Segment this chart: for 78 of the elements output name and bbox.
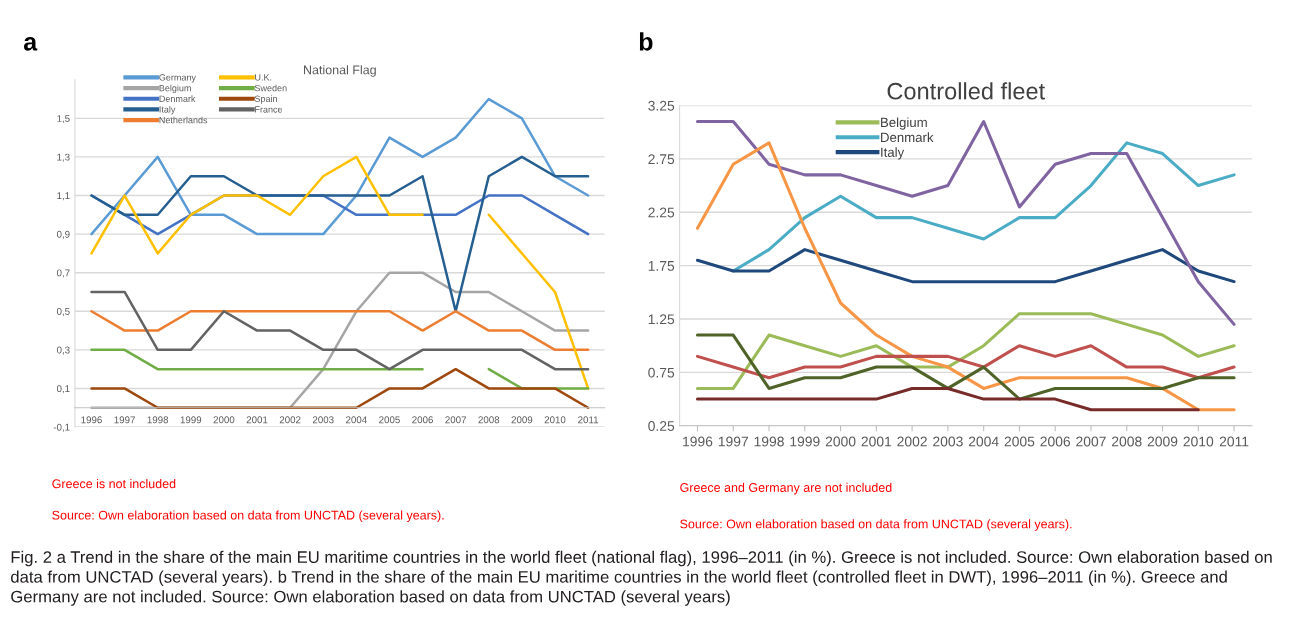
legend-label: Spain	[254, 95, 277, 104]
legend-label: U.K.	[255, 74, 272, 81]
line-series	[90, 97, 590, 236]
text: a	[23, 36, 38, 51]
legend-label: Netherlands	[159, 116, 208, 124]
x-tick-label: 2009	[511, 416, 533, 424]
text: Greece and Germany are not included	[680, 482, 892, 495]
y-tick-label: 1,5	[57, 115, 70, 124]
x-tick-label: 2005	[379, 416, 400, 424]
line-series	[695, 248, 1236, 284]
line-series	[695, 333, 1236, 401]
legend-label: Belgium	[881, 117, 927, 130]
y-tick-label: 3.25	[648, 100, 675, 111]
x-tick-label: 2006	[412, 416, 433, 424]
source-note: Source: Own elaboration based on data from UNCTAD (several years).	[680, 519, 1072, 531]
chart-title: National Flag	[304, 65, 376, 77]
y-tick-label: 0.25	[648, 421, 675, 431]
y-tick-label: 1,3	[57, 153, 70, 162]
x-tick-label: 1999	[790, 436, 820, 447]
line-series	[695, 312, 1236, 390]
y-tick-label: 0,9	[56, 230, 70, 239]
legend-label: Italy	[159, 106, 176, 115]
x-tick-label: 2010	[544, 416, 566, 424]
legend-label: Belgium	[159, 84, 191, 94]
legend-label: Italy	[881, 147, 905, 160]
x-tick-label: 1998	[754, 436, 784, 447]
x-tick-label: 1997	[114, 416, 135, 424]
y-tick-label: -0,1	[53, 423, 70, 432]
legend-label: Denmark	[159, 95, 196, 102]
x-tick-label: 2008	[478, 416, 500, 424]
x-tick-label: 2003	[933, 436, 963, 447]
line-series	[90, 290, 590, 371]
y-tick-label: 0.75	[648, 367, 675, 378]
x-tick-label: 2004	[346, 416, 367, 424]
line-series	[695, 119, 1236, 326]
x-tick-label: 2001	[861, 436, 892, 447]
x-tick-label: 1996	[81, 416, 102, 424]
x-tick-label: 2003	[312, 416, 334, 424]
x-tick-label: 1997	[718, 436, 748, 447]
y-tick-label: 1.75	[648, 261, 675, 271]
y-tick-label: 0,7	[56, 269, 70, 278]
x-tick-label: 2002	[279, 416, 301, 424]
chart-title: Controlled fleet	[887, 82, 1046, 100]
x-tick-label: 2000	[825, 436, 856, 447]
text: b	[639, 32, 653, 51]
x-tick-label: 2009	[1147, 436, 1178, 447]
legend-label: France	[255, 106, 283, 113]
x-tick-label: 1999	[180, 416, 202, 424]
y-tick-label: 0,5	[56, 308, 70, 317]
x-tick-label: 2010	[1183, 436, 1214, 447]
x-tick-label: 2005	[1004, 436, 1035, 447]
y-tick-label: 0,3	[56, 346, 70, 355]
y-tick-label: 0,1	[56, 385, 70, 394]
y-tick-label: 1.25	[648, 314, 675, 325]
line-series	[695, 344, 1236, 380]
x-tick-label: 2002	[897, 436, 927, 447]
x-tick-label: 1996	[683, 436, 713, 447]
x-tick-label: 2007	[1076, 436, 1106, 447]
source-note: Source: Own elaboration based on data from UNCTAD (several years).	[52, 510, 444, 523]
x-tick-label: 2011	[1219, 436, 1249, 447]
x-tick-label: 2008	[1112, 436, 1142, 447]
x-tick-label: 1998	[147, 416, 169, 424]
y-tick-label: 1,1	[57, 192, 70, 201]
x-tick-label: 2000	[213, 416, 235, 424]
legend-label: Germany	[159, 74, 196, 83]
line-series	[695, 141, 1236, 412]
y-tick-label: 2.75	[648, 154, 675, 165]
x-tick-label: 2011	[578, 416, 599, 424]
legend-label: Sweden	[254, 84, 287, 92]
line-series	[90, 155, 590, 313]
x-tick-label: 2004	[968, 436, 999, 447]
x-tick-label: 2007	[445, 416, 466, 424]
caption: Fig. 2 a Trend in the share of the main EU maritime countries in the world fleet (national flag), 1996–2011 (in %). Greece is not included. Source: Own elaboration based on data from UNCTAD (several years). b Trend in the share of the main EU maritime countries in the world fleet (controlled fleet in DWT), 1996–2011 (in %). Greece and Germany are not included. Source: Own elaboration based on data from UNCTAD (several years)	[11, 550, 1272, 606]
x-tick-label: 2001	[246, 416, 268, 424]
text: Greece is not included	[52, 478, 176, 489]
y-tick-label: 2.25	[648, 207, 675, 218]
x-tick-label: 2006	[1040, 436, 1071, 447]
legend-label: Denmark	[881, 132, 934, 143]
